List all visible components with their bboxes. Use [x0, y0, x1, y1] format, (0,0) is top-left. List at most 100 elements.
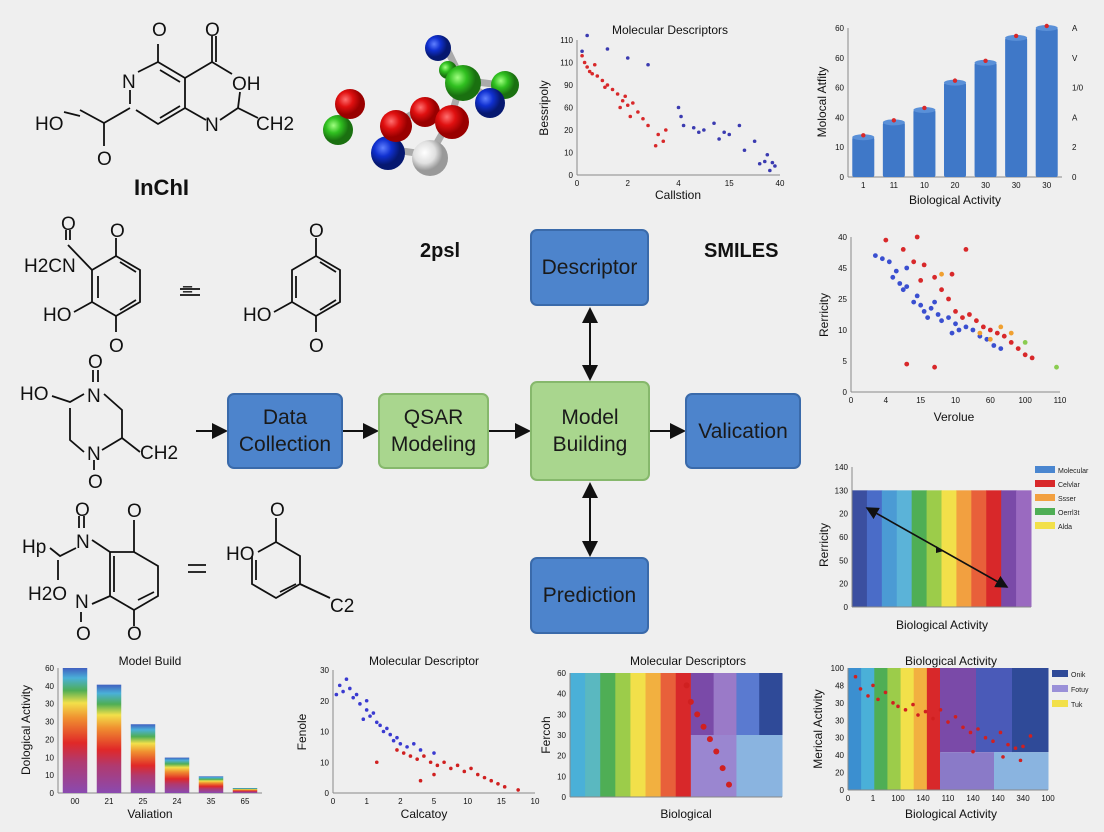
color-band [881, 490, 898, 607]
data-point [928, 305, 934, 311]
data-point [603, 85, 607, 90]
x-tick-label: 0 [849, 396, 854, 405]
data-point [717, 137, 721, 141]
data-point [412, 742, 416, 746]
data-point [592, 62, 597, 67]
y-tick-label: 30 [835, 716, 844, 725]
color-band [848, 668, 862, 790]
data-point [469, 766, 473, 771]
molecule-structure-2 [65, 230, 341, 332]
y-tick-label: 20 [557, 752, 566, 761]
bar [882, 122, 905, 177]
atom-label: HO [43, 305, 72, 326]
y-tick-label: 10 [320, 758, 329, 767]
prediction-box[interactable]: Prediction [530, 557, 649, 634]
molecule-4-atoms: O O Hp N H2O N O O O HO C2 [22, 500, 354, 645]
y-axis-label: Dological Activity [19, 685, 33, 775]
data-point [961, 725, 965, 730]
atom-label: O [88, 352, 103, 373]
data-point [364, 698, 369, 703]
y-axis-label: Rerricity [817, 293, 831, 337]
x-tick-label: 110 [942, 794, 955, 803]
data-point [727, 132, 732, 137]
data-point [1028, 734, 1033, 738]
y-axis-label: Fenole [295, 713, 309, 750]
x-tick-label: 0 [331, 797, 336, 806]
data-point [921, 262, 927, 268]
data-collection-box[interactable]: Data Collection [227, 393, 343, 469]
color-block [736, 735, 783, 797]
data-point [963, 324, 969, 330]
color-band [660, 673, 677, 797]
data-point [994, 330, 1000, 336]
bar [130, 724, 156, 793]
y-tick-label: 60 [557, 669, 566, 678]
legend-swatch [1035, 522, 1055, 529]
validation-box[interactable]: Valication [685, 393, 801, 469]
legend-label: Onik [1071, 672, 1086, 679]
y-tick-label: 0 [50, 789, 55, 798]
data-point [883, 690, 888, 695]
color-band [887, 668, 902, 790]
data-point [896, 704, 900, 709]
bar [1005, 37, 1028, 177]
y2-tick-label: A [1072, 113, 1078, 122]
color-band [570, 673, 586, 797]
y-tick-label: 30 [835, 699, 844, 708]
atom-label: O [270, 500, 285, 521]
y-tick-label: 130 [835, 486, 849, 495]
color-block [759, 673, 783, 735]
atom-label: N [122, 72, 136, 93]
data-point [949, 330, 955, 336]
y-tick-label: 10 [45, 771, 54, 780]
y-tick-label: 10 [45, 753, 54, 762]
data-point [381, 729, 386, 734]
y-tick-label: 10 [838, 326, 847, 335]
descriptor-box[interactable]: Descriptor [530, 229, 649, 306]
data-point [953, 309, 958, 314]
data-point [752, 139, 757, 144]
molecule-structure-1 [63, 36, 259, 146]
data-point [768, 168, 772, 173]
data-point [773, 164, 777, 168]
data-point [762, 159, 767, 164]
y-tick-label: 25 [838, 295, 847, 304]
x-tick-label: 15 [725, 179, 734, 188]
data-point [623, 94, 628, 99]
molecule-1-atoms: O O N OH HO N CH2 O [35, 20, 294, 170]
data-point [946, 720, 950, 724]
y-tick-label: 10 [564, 149, 573, 158]
data-point [914, 234, 920, 240]
data-point [903, 708, 908, 712]
atom-label: Hp [22, 537, 46, 558]
data-point [337, 683, 342, 688]
color-band [630, 673, 647, 797]
color-band [615, 673, 631, 797]
atom-label: O [76, 624, 91, 645]
data-point [968, 730, 973, 735]
bar [974, 62, 997, 178]
data-point [636, 110, 640, 114]
data-point [719, 765, 726, 772]
data-point [1022, 340, 1028, 345]
data-point [742, 148, 747, 153]
y-axis-label: Molocal Atfity [815, 67, 829, 138]
atom-label: N [76, 532, 90, 553]
bar [852, 137, 875, 177]
y-tick-label: 30 [45, 700, 54, 709]
chart-7: Molecular Descriptors Biological Fercoh 0 10… [539, 654, 783, 821]
atom-label: CH2 [140, 443, 178, 464]
atom-label: O [109, 336, 124, 357]
x-tick-label: 11 [890, 181, 899, 190]
data-point [398, 742, 403, 746]
data-point [368, 714, 372, 718]
legend-label: Oerrl3t [1058, 510, 1079, 517]
color-block [736, 673, 760, 735]
chart-8: Biological Activity Biological Activity Me… [811, 654, 1089, 821]
color-block [690, 673, 715, 735]
qsar-modeling-box[interactable]: QSAR Modeling [378, 393, 489, 469]
data-point [700, 723, 707, 730]
model-building-box[interactable]: Model Building [530, 381, 650, 481]
y2-tick-label: V [1072, 54, 1078, 63]
data-point [1008, 340, 1014, 345]
